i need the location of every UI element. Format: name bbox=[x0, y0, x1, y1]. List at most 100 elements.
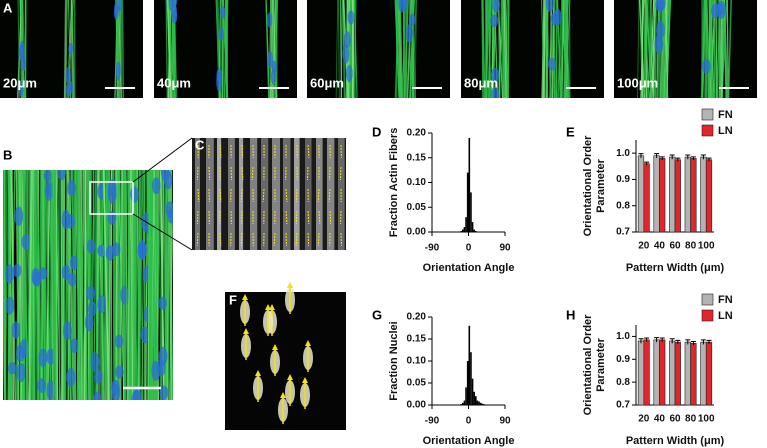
fiber bbox=[5, 170, 8, 400]
fiber bbox=[250, 138, 258, 250]
bar bbox=[674, 341, 681, 406]
nucleus bbox=[216, 68, 223, 83]
arrow-head bbox=[269, 304, 275, 310]
fiber bbox=[17, 0, 21, 98]
y-tick-label: 0.9 bbox=[616, 354, 630, 365]
nucleus bbox=[38, 267, 48, 280]
arrow-head bbox=[265, 304, 271, 310]
nucleus bbox=[31, 267, 41, 286]
orientation-arrow bbox=[317, 232, 320, 247]
histogram-bar bbox=[474, 231, 477, 232]
image-background bbox=[307, 0, 450, 98]
y-tick-label: 0.00 bbox=[407, 400, 427, 411]
fiber bbox=[149, 170, 152, 400]
nucleus bbox=[21, 233, 31, 250]
nucleus bbox=[66, 367, 76, 387]
nucleus bbox=[406, 23, 413, 43]
x-tick-label: 20 bbox=[638, 241, 650, 252]
x-tick-label: 90 bbox=[499, 243, 511, 254]
nucleus bbox=[68, 81, 74, 94]
arrow-head bbox=[287, 282, 293, 288]
fiber bbox=[102, 170, 110, 400]
fiber bbox=[195, 138, 200, 250]
image-content bbox=[335, 0, 417, 98]
histogram-bar bbox=[462, 402, 464, 405]
x-tick-label: 90 bbox=[499, 416, 511, 427]
fiber bbox=[166, 0, 172, 98]
histogram-bar bbox=[468, 137, 471, 232]
x-tick-label: -90 bbox=[425, 416, 440, 427]
bar bbox=[684, 341, 691, 406]
y-tick-label: 0.7 bbox=[616, 400, 630, 411]
image-content bbox=[3, 170, 180, 400]
micrograph bbox=[225, 282, 346, 430]
y-tick-label: 0.15 bbox=[407, 334, 427, 345]
micrograph bbox=[192, 138, 346, 250]
nucleus bbox=[57, 170, 67, 181]
x-tick-label: 0 bbox=[466, 243, 472, 254]
fiber bbox=[63, 0, 67, 98]
fiber bbox=[127, 170, 132, 400]
nucleus bbox=[18, 81, 24, 97]
fiber bbox=[119, 170, 124, 400]
orientation-arrow bbox=[240, 232, 243, 247]
bar bbox=[637, 340, 645, 406]
orientation-arrow bbox=[339, 166, 342, 181]
fiber bbox=[118, 0, 122, 98]
nucleus bbox=[19, 40, 25, 59]
fiber bbox=[561, 0, 565, 98]
histogram-bar bbox=[478, 401, 480, 405]
legend-swatch bbox=[701, 293, 714, 306]
nucleus bbox=[491, 87, 500, 98]
nucleus bbox=[107, 179, 117, 197]
fiber bbox=[239, 138, 244, 250]
fiber bbox=[485, 0, 490, 98]
orientation-arrow bbox=[240, 188, 243, 203]
histogram-bar bbox=[474, 396, 477, 405]
nucleus bbox=[86, 285, 96, 301]
orientation-arrow bbox=[241, 144, 244, 159]
micrograph bbox=[154, 0, 297, 98]
histogram-bar bbox=[466, 361, 469, 405]
error-bar bbox=[690, 156, 696, 160]
fiber bbox=[501, 0, 504, 98]
nucleus bbox=[14, 206, 24, 227]
y-tick-label: 1.0 bbox=[616, 148, 630, 159]
nucleus bbox=[111, 242, 121, 257]
orientation-arrow bbox=[219, 232, 222, 247]
nucleus bbox=[70, 338, 79, 353]
x-axis-label: Pattern Width (μm) bbox=[626, 435, 725, 447]
image-content bbox=[16, 0, 125, 98]
nucleus bbox=[266, 12, 273, 28]
fiber bbox=[705, 0, 708, 98]
fiber bbox=[498, 0, 501, 98]
fiber bbox=[558, 0, 563, 98]
image-label: 60μm bbox=[310, 75, 344, 90]
nucleus bbox=[271, 60, 278, 74]
legend-swatch bbox=[701, 124, 714, 137]
fiber bbox=[708, 0, 714, 98]
fiber bbox=[637, 0, 640, 98]
fiber bbox=[174, 170, 180, 400]
nucleus bbox=[120, 285, 130, 305]
fiber bbox=[55, 170, 58, 400]
error-bar bbox=[685, 154, 691, 160]
orientation-arrow bbox=[307, 210, 310, 225]
error-bar bbox=[685, 339, 691, 345]
y-tick-label: 0.9 bbox=[616, 174, 630, 185]
histogram-bar bbox=[479, 402, 482, 405]
fiber bbox=[148, 170, 152, 400]
fiber bbox=[701, 0, 707, 98]
nucleus bbox=[97, 244, 107, 257]
nucleus bbox=[16, 362, 26, 383]
fiber bbox=[112, 170, 115, 400]
fiber bbox=[136, 170, 141, 400]
fiber bbox=[61, 170, 66, 400]
x-tick-label: 80 bbox=[685, 414, 697, 425]
fiber bbox=[648, 0, 653, 98]
fiber bbox=[60, 170, 65, 400]
fiber bbox=[394, 0, 401, 98]
bar bbox=[669, 340, 676, 406]
orientation-arrow bbox=[285, 210, 288, 225]
error-bar bbox=[638, 153, 644, 158]
